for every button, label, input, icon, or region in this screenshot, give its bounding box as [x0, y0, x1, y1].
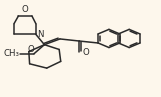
Text: O: O [28, 45, 34, 54]
Text: O: O [22, 5, 29, 14]
Text: O: O [82, 48, 89, 57]
Text: N: N [37, 30, 44, 39]
Text: CH₃: CH₃ [4, 49, 20, 58]
